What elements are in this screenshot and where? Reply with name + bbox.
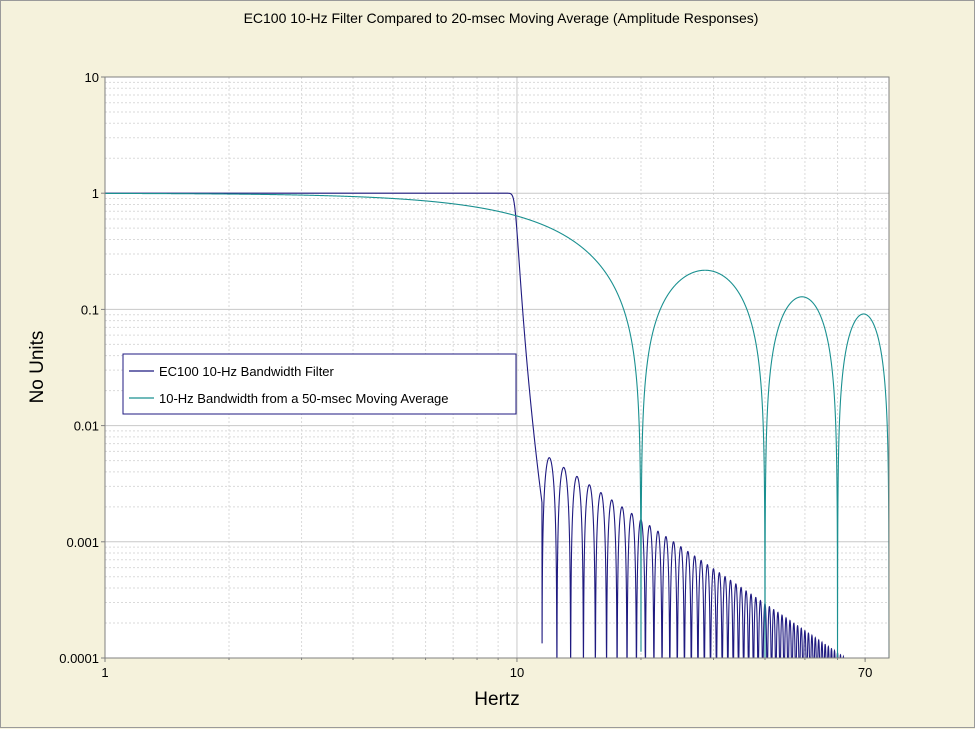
y-tick-label: 0.0001 <box>59 651 99 666</box>
y-axis-label: No Units <box>27 331 48 404</box>
legend-box <box>122 353 517 415</box>
legend-label-moving-average: 10-Hz Bandwidth from a 50-msec Moving Av… <box>159 391 449 406</box>
y-tick-label: 0.01 <box>74 419 99 434</box>
x-tick-label: 10 <box>510 665 524 680</box>
series-line-1 <box>105 192 890 659</box>
y-tick-label: 0.1 <box>81 302 99 317</box>
x-axis-label: Hertz <box>474 689 519 710</box>
chart-title: EC100 10-Hz Filter Compared to 20-msec M… <box>244 10 759 26</box>
y-tick-label: 1 <box>92 186 99 201</box>
legend-label-ec100: EC100 10-Hz Bandwidth Filter <box>159 364 335 379</box>
x-tick-label: 70 <box>858 665 872 680</box>
x-tick-label: 1 <box>101 665 108 680</box>
legend: EC100 10-Hz Bandwidth Filter 10-Hz Bandw… <box>122 353 517 415</box>
y-tick-label: 10 <box>85 70 99 85</box>
plot-border <box>104 76 890 659</box>
y-tick-label: 0.001 <box>66 535 99 550</box>
ticks-group: 1 10 70 0.0001 0.001 0.01 0.1 1 10 <box>59 70 872 680</box>
